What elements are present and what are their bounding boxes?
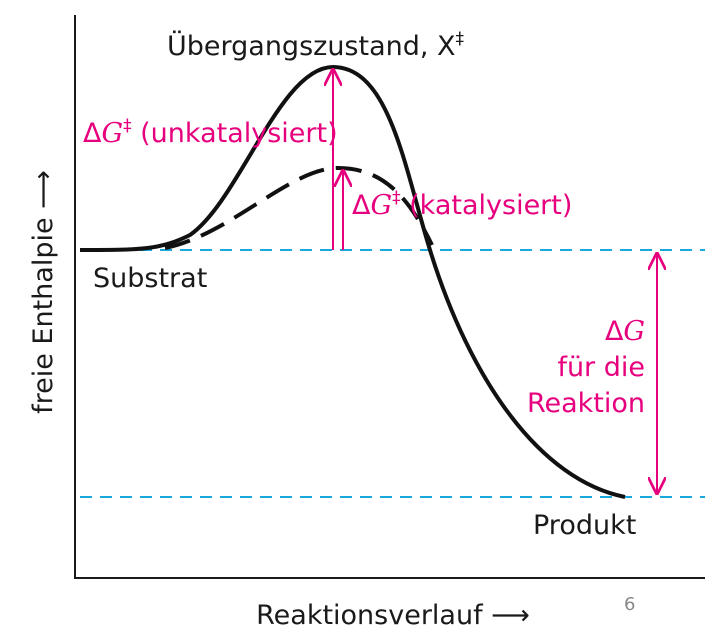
uncatalyzed-curve — [79, 64, 626, 499]
superscript: ‡ — [123, 116, 132, 136]
page-number: 6 — [624, 594, 635, 615]
catalyzed-label: ΔG‡ (katalysiert) — [352, 188, 572, 221]
reaction-line: Reaktion — [527, 388, 645, 419]
text: (unkatalysiert) — [132, 118, 338, 149]
y-axis-label: freie Enthalpie ⟶ — [28, 170, 59, 414]
variable: G — [101, 118, 123, 149]
axes — [74, 15, 705, 579]
variable: G — [370, 190, 392, 221]
delta: Δ — [83, 118, 102, 149]
catalyzed-curve — [164, 165, 434, 250]
substrate-label: Substrat — [93, 263, 207, 294]
transition-state-label: Übergangszustand, X‡ — [167, 29, 465, 62]
text: Übergangszustand, X — [167, 30, 456, 62]
superscript: ‡ — [456, 29, 465, 49]
delta: Δ — [605, 316, 624, 347]
text: (katalysiert) — [401, 190, 573, 221]
reaction-delta-symbol: ΔG — [605, 316, 645, 347]
x-axis-label: Reaktionsverlauf ⟶ — [256, 600, 530, 631]
variable: G — [623, 316, 645, 347]
product-label: Produkt — [533, 510, 636, 541]
superscript: ‡ — [392, 188, 401, 208]
delta: Δ — [352, 190, 371, 221]
uncatalyzed-label: ΔG‡ (unkatalysiert) — [83, 116, 338, 149]
reaction-line: für die — [557, 352, 645, 383]
